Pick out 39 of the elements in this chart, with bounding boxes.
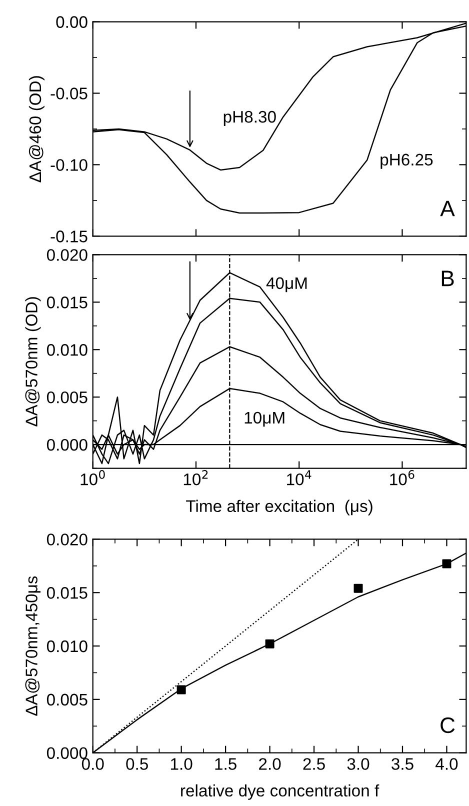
x-tick-label: 10$^{2}$	[184, 470, 208, 486]
x-tick-label: 3.0	[347, 758, 370, 770]
x-axis-title: relative dye concentration f	[181, 784, 380, 800]
annotation: B	[442, 270, 454, 286]
y-tick-label: -0.10	[50, 159, 88, 171]
y-tick-label: -0.05	[50, 88, 88, 100]
y-tick-label: 0.020	[46, 534, 88, 546]
x-tick-label: 0.5	[126, 758, 148, 770]
y-tick-label: 0.010	[46, 640, 88, 652]
y-axis-title: ΔA@570nm (OD)	[25, 297, 41, 426]
annotation: pH6.25	[380, 154, 433, 169]
annotation: 10μM	[244, 412, 284, 427]
y-tick-label: 0.005	[46, 391, 88, 404]
annotation: A	[440, 200, 455, 216]
x-tick-label: 0.0	[82, 758, 104, 770]
y-tick-label: 0.015	[46, 587, 88, 599]
y-axis-title: ΔA@460 (OD)	[28, 76, 44, 182]
y-tick-label: 0.000	[46, 438, 88, 451]
x-tick-label: 2.0	[259, 758, 281, 770]
x-tick-label: 10$^{4}$	[287, 470, 312, 486]
y-tick-label: 0.000	[46, 747, 88, 760]
x-tick-label: 2.5	[303, 758, 325, 770]
annotation: 40μM	[266, 277, 307, 292]
y-tick-label: 0.00	[56, 16, 88, 28]
y-axis-title: ΔA@570nm,450μs	[25, 576, 40, 716]
y-tick-label: 0.010	[46, 344, 88, 356]
annotation: pH8.30	[224, 110, 276, 126]
y-tick-label: 0.020	[46, 249, 88, 261]
x-tick-label: 3.5	[392, 758, 414, 770]
y-tick-label: 0.015	[46, 296, 88, 308]
annotation: C	[440, 717, 455, 734]
x-tick-label: 1.0	[171, 758, 192, 770]
x-tick-label: 1.5	[215, 758, 236, 770]
x-axis-title: Time after excitation (μs)	[186, 500, 372, 516]
x-tick-label: 4.0	[436, 758, 458, 770]
y-tick-label: 0.005	[46, 694, 88, 706]
x-tick-label: 10$^{6}$	[390, 470, 414, 486]
y-tick-label: -0.15	[50, 230, 88, 242]
x-tick-label: 10$^{0}$	[80, 470, 105, 486]
